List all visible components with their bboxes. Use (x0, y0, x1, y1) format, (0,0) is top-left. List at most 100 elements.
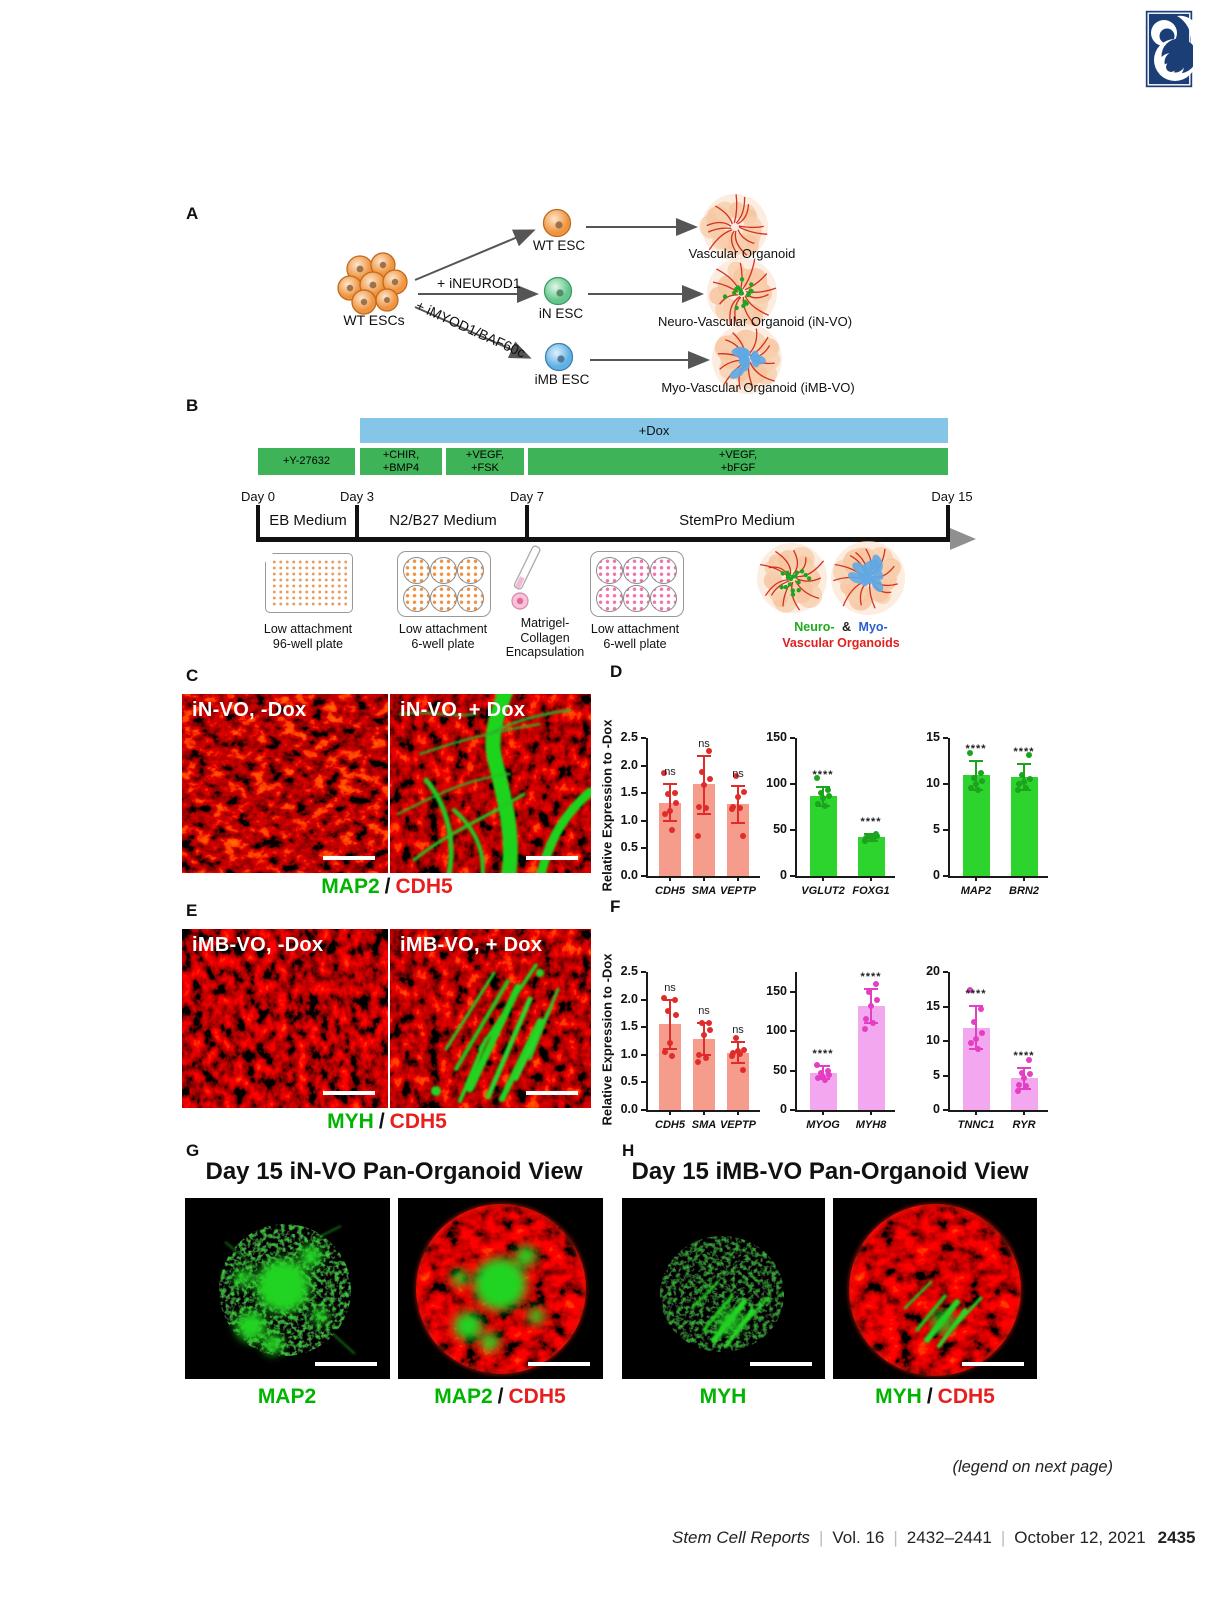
chart-category-label: MYOG (806, 1119, 840, 1131)
data-point (866, 988, 872, 995)
chart-category-label: SMA (691, 1119, 717, 1131)
chart-y-tick (943, 1040, 948, 1042)
green-vessels (397, 694, 591, 873)
data-point (973, 1035, 979, 1042)
chart-y-tick (790, 875, 795, 877)
pan-organoid-map2 (185, 1198, 390, 1379)
significance-label: **** (812, 1047, 834, 1060)
chart-category-label: MAP2 (960, 885, 992, 897)
chart-cat-tick (703, 1110, 705, 1115)
neuro-myo-organoids-icon (757, 541, 905, 615)
stage-label-line: Matrigel- (520, 616, 570, 630)
panel-g-title: Day 15 iN-VO Pan-Organoid View (205, 1158, 583, 1185)
chart-y-tick (641, 998, 646, 1001)
chart-category-label: FOXG1 (852, 885, 890, 897)
data-point (706, 1019, 712, 1026)
chart-y-tick-label: 1.5 (620, 785, 638, 800)
data-point (730, 1049, 736, 1056)
myo-word: Myo- (858, 620, 888, 634)
page-range: 2432–2441 (906, 1528, 992, 1547)
data-point (706, 748, 712, 755)
data-point (975, 787, 981, 794)
plate-well (403, 557, 430, 584)
plate-well (596, 557, 623, 584)
scale-bar (315, 1362, 377, 1366)
treatment-bar-text: +VEGF, (465, 449, 505, 461)
treatment-bar-text: +FSK (471, 461, 499, 474)
chart-y-tick-label: 50 (773, 822, 787, 836)
medium-label: EB Medium (269, 512, 347, 529)
timeline-line (256, 537, 952, 542)
plate-well (623, 557, 650, 584)
chart-y-tick (641, 847, 646, 850)
chart-y-tick-label: 0.0 (620, 868, 638, 882)
chart-y-tick (943, 875, 948, 877)
plate-6-well-pink-icon (590, 551, 684, 617)
data-point (1015, 787, 1021, 794)
treatment-bar: +VEGF, +bFGF (528, 448, 948, 475)
chart-bar (857, 837, 885, 876)
chart-y-tick-label: 150 (766, 983, 787, 998)
pan-organoid-myh (622, 1198, 825, 1379)
chart-y-tick-label: 10 (926, 1033, 940, 1047)
footer: Stem Cell Reports | Vol. 16 | 2432–2441 … (672, 1528, 1196, 1547)
chart-cat-tick (822, 1110, 824, 1115)
treatment-bar: +CHIR, +BMP4 (360, 448, 442, 475)
scale-bar (750, 1362, 812, 1366)
chart-y-tick (641, 764, 646, 767)
data-point (971, 775, 977, 782)
plate-96-well-icon (265, 553, 353, 613)
organoid-myo (831, 541, 905, 615)
stage-label-line: 96-well plate (272, 636, 344, 651)
data-point (729, 805, 735, 812)
data-point (740, 833, 746, 840)
data-point (741, 1047, 747, 1054)
plate-well (596, 585, 623, 612)
chart-category-label: SMA (691, 885, 717, 897)
data-point (825, 787, 831, 794)
data-point (1026, 1057, 1032, 1064)
stage-label-line: Low attachment (263, 622, 353, 636)
legend-note: (legend on next page) (952, 1458, 1113, 1476)
significance-label: ns (732, 768, 744, 781)
data-point (733, 1035, 739, 1042)
chart-cat-tick (1023, 1110, 1025, 1115)
pipette-icon (511, 545, 541, 610)
panel-a-label: A (186, 204, 199, 223)
chart-category-label: TNNC1 (957, 1119, 995, 1131)
stage-label-line: Collagen (520, 630, 570, 645)
cdh5-label: CDH5 (395, 875, 453, 898)
chart-y-tick (943, 783, 948, 785)
chart-x-axis (795, 1110, 895, 1112)
chart-y-tick (641, 1026, 646, 1029)
panel-g-caption-2: MAP2/CDH5 (434, 1385, 566, 1408)
organoid-illustrations (699, 194, 782, 394)
wt-escs-label: WT ESCs (343, 312, 405, 328)
chart-category-label: VGLUT2 (801, 885, 845, 897)
significance-label: **** (860, 971, 882, 984)
ineurod1-label: + iNEUROD1 (437, 275, 521, 291)
error-bar-cap (969, 760, 983, 762)
treatment-bar-text: +bFGF (720, 461, 756, 474)
micro-imbvo-plus-dox: iMB-VO, + Dox (390, 929, 591, 1108)
significance-label: ns (664, 766, 676, 779)
data-point (737, 1050, 743, 1057)
chart-cat-tick (1023, 876, 1025, 881)
chart-y-tick (641, 971, 646, 973)
timeline-arrowhead (950, 528, 976, 550)
data-point (820, 1073, 826, 1080)
chart-y-axis (646, 738, 648, 876)
panel-f-label: F (610, 897, 621, 916)
data-point (1019, 1069, 1025, 1076)
data-point (818, 1069, 824, 1076)
data-point (822, 1077, 828, 1084)
data-point (729, 1052, 735, 1059)
chart-y-tick-label: 1.0 (620, 1046, 638, 1061)
data-point (1026, 752, 1032, 759)
micro-invo-minus-dox: iN-VO, -Dox (182, 694, 388, 873)
significance-label: **** (965, 743, 987, 755)
plate-well (650, 585, 677, 612)
green-myotubes (431, 963, 560, 1103)
error-bar-cap (1017, 1066, 1031, 1069)
chart-cat-tick (975, 876, 977, 881)
